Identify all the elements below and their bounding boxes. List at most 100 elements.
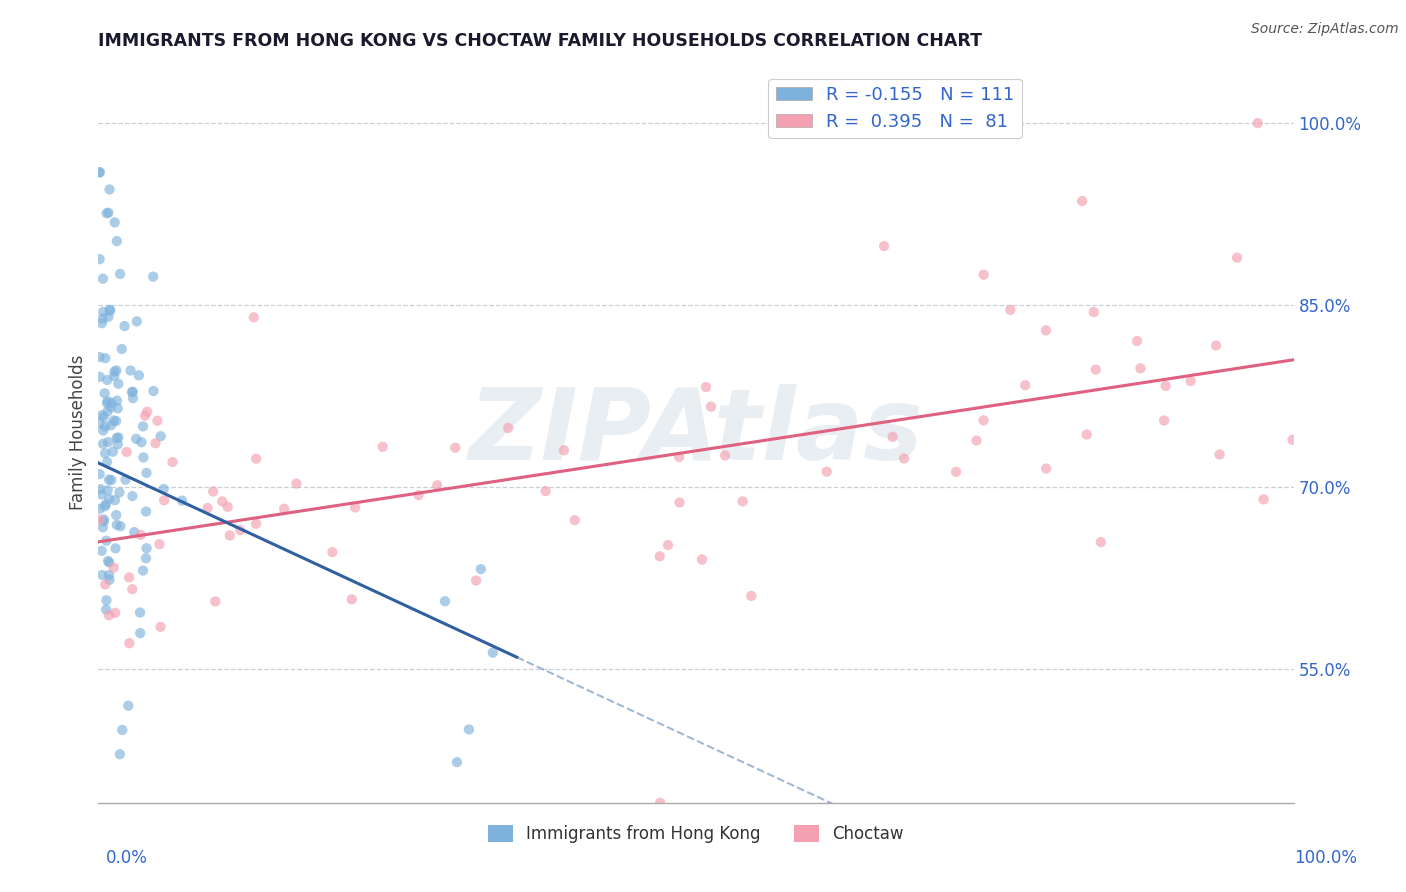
Point: [98, 491, 121, 506]
Point: [105, 234, 128, 248]
Point: [124, 525, 146, 540]
Point: [1205, 338, 1227, 352]
Point: [170, 493, 193, 508]
Point: [197, 501, 219, 516]
Point: [89, 501, 111, 516]
Point: [340, 592, 363, 607]
Point: [553, 443, 575, 458]
Point: [1014, 378, 1036, 392]
Point: [91, 408, 114, 422]
Point: [89, 350, 111, 364]
Point: [146, 414, 169, 428]
Point: [96, 373, 118, 387]
Point: [93, 409, 115, 424]
Point: [97, 608, 120, 623]
Point: [97, 554, 120, 568]
Point: [103, 413, 125, 427]
Point: [104, 541, 127, 556]
Point: [125, 432, 148, 446]
Point: [149, 429, 172, 443]
Point: [648, 796, 672, 810]
Point: [690, 552, 713, 566]
Point: [1281, 433, 1303, 447]
Point: [131, 435, 153, 450]
Point: [108, 267, 131, 281]
Point: [98, 573, 121, 587]
Point: [94, 419, 117, 434]
Point: [882, 430, 904, 444]
Point: [108, 747, 131, 762]
Point: [107, 401, 129, 416]
Point: [104, 215, 127, 229]
Point: [105, 431, 128, 445]
Point: [98, 555, 121, 569]
Point: [111, 342, 134, 356]
Text: Source: ZipAtlas.com: Source: ZipAtlas.com: [1251, 22, 1399, 37]
Point: [731, 494, 754, 508]
Point: [1084, 362, 1107, 376]
Point: [90, 316, 112, 330]
Point: [211, 494, 233, 508]
Point: [121, 385, 143, 400]
Point: [105, 517, 128, 532]
Point: [1153, 413, 1175, 427]
Point: [132, 564, 155, 578]
Point: [1090, 535, 1112, 549]
Point: [115, 445, 138, 459]
Point: [96, 533, 118, 548]
Point: [97, 394, 120, 409]
Point: [481, 646, 505, 660]
Point: [815, 465, 838, 479]
Point: [344, 500, 367, 515]
Y-axis label: Family Households: Family Households: [69, 355, 87, 510]
Point: [695, 380, 717, 394]
Point: [444, 441, 467, 455]
Point: [94, 499, 117, 513]
Point: [111, 723, 134, 737]
Point: [371, 440, 394, 454]
Point: [465, 574, 488, 588]
Point: [91, 424, 114, 438]
Point: [125, 314, 148, 328]
Point: [101, 444, 124, 458]
Point: [103, 560, 125, 574]
Point: [135, 504, 157, 518]
Point: [668, 450, 690, 464]
Point: [129, 606, 152, 620]
Point: [426, 478, 449, 492]
Point: [204, 594, 226, 608]
Point: [89, 513, 111, 527]
Point: [103, 365, 125, 379]
Point: [648, 549, 671, 564]
Point: [97, 435, 120, 450]
Point: [89, 482, 111, 496]
Point: [98, 182, 121, 196]
Point: [153, 493, 176, 508]
Point: [122, 391, 145, 405]
Text: ZIPAtlas: ZIPAtlas: [468, 384, 924, 481]
Point: [129, 626, 152, 640]
Point: [100, 396, 122, 410]
Point: [100, 418, 122, 433]
Point: [91, 520, 114, 534]
Point: [91, 305, 114, 319]
Point: [1129, 361, 1152, 376]
Point: [973, 268, 995, 282]
Point: [145, 436, 167, 450]
Point: [243, 310, 266, 325]
Point: [89, 416, 111, 430]
Point: [94, 602, 117, 616]
Point: [1035, 323, 1057, 337]
Point: [229, 523, 252, 537]
Point: [1035, 461, 1057, 475]
Point: [118, 570, 141, 584]
Point: [94, 446, 117, 460]
Point: [1180, 374, 1202, 388]
Point: [458, 723, 481, 737]
Point: [104, 606, 127, 620]
Point: [97, 310, 120, 324]
Point: [121, 582, 143, 596]
Point: [408, 488, 430, 502]
Point: [107, 376, 129, 391]
Point: [1071, 194, 1094, 208]
